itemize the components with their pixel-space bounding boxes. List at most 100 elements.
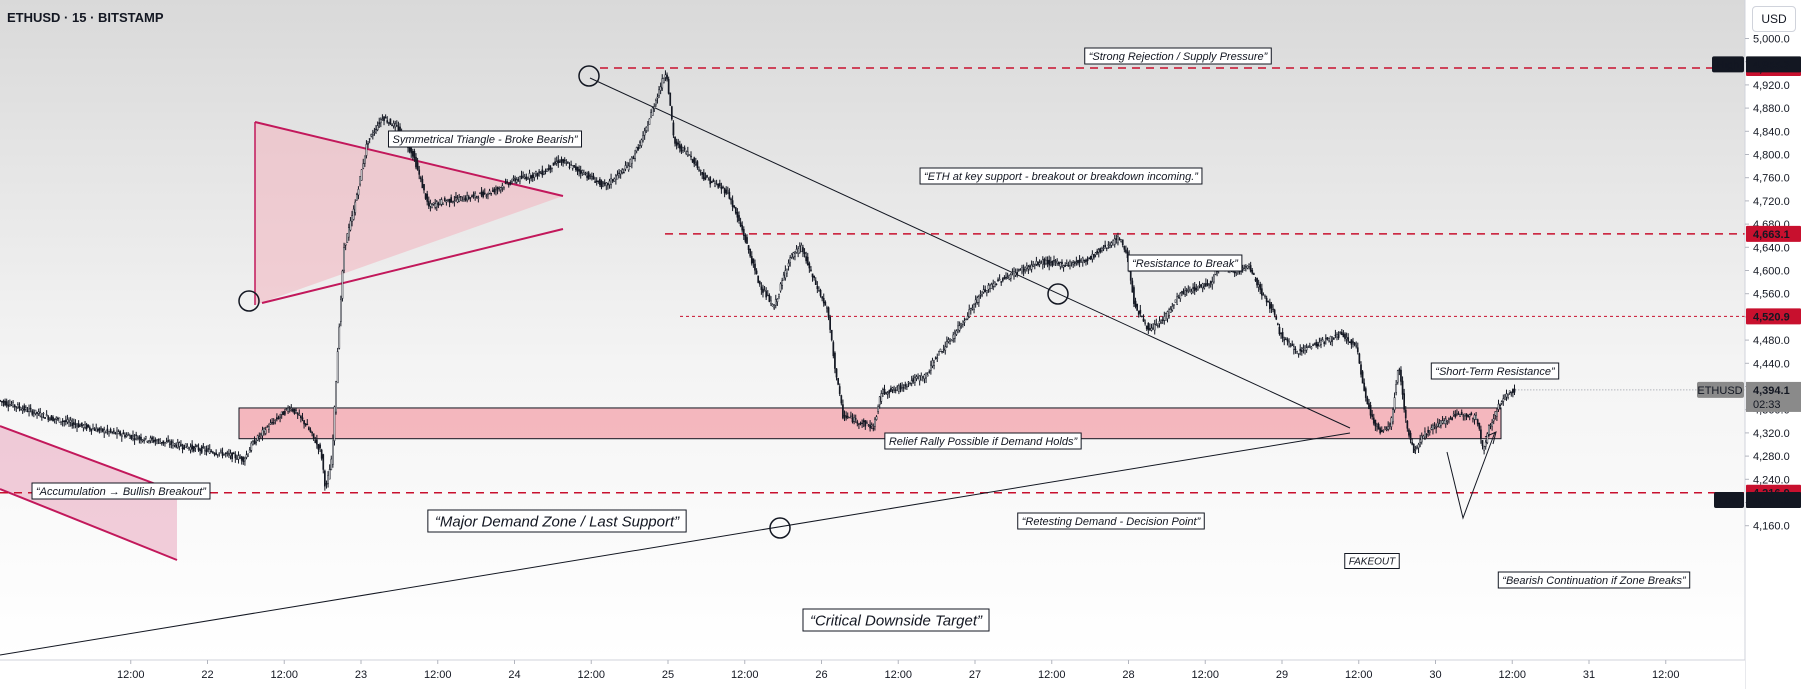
candle-body [1134, 300, 1137, 307]
candle-body [584, 172, 587, 175]
candle-body [1155, 323, 1158, 325]
candle-body [653, 106, 656, 110]
candle-body [837, 378, 839, 385]
candle-body [527, 178, 529, 180]
candle-body [1486, 433, 1489, 444]
candle-body [144, 436, 147, 439]
candle-body [4, 400, 6, 406]
candle-body [717, 183, 720, 188]
candle-body [200, 446, 203, 453]
candle-body [874, 419, 876, 427]
candle-body [1411, 442, 1414, 445]
candle-body [704, 177, 707, 180]
pivot-circle [238, 290, 260, 312]
candle-body [853, 417, 855, 422]
candle-body [215, 452, 217, 455]
candle-body [589, 175, 592, 177]
candle-body [557, 159, 560, 163]
candle-body [21, 408, 24, 411]
candle-body [803, 252, 806, 255]
candle-body [893, 389, 895, 392]
candle-body [595, 180, 598, 182]
candle-body [1372, 417, 1375, 424]
candle-body [968, 309, 971, 318]
candle-body [1097, 249, 1100, 253]
currency-button[interactable]: USD [1752, 6, 1796, 32]
y-tick-label: 4,720.0 [1753, 196, 1790, 208]
candle-body [1243, 268, 1246, 271]
candle-body [592, 175, 595, 180]
candle-body [976, 297, 979, 303]
candle-body [560, 159, 563, 162]
candle-body [591, 176, 593, 179]
candle-body [112, 430, 115, 432]
candle-body [287, 407, 289, 412]
candle-body [811, 273, 814, 278]
candle-body [191, 444, 194, 450]
candle-body [1102, 247, 1105, 250]
candle-body [29, 407, 32, 410]
candle-body [678, 144, 681, 149]
candle-body [184, 443, 187, 448]
candle-body [261, 429, 264, 436]
candle-body [1153, 324, 1156, 331]
candle-body [186, 446, 189, 449]
candle-body [114, 432, 117, 435]
candle-body [822, 297, 825, 304]
descending-trendline [589, 77, 1351, 429]
candle-body [1483, 446, 1485, 451]
candle-body [1446, 420, 1449, 422]
candle-body [461, 200, 464, 202]
candle-body [1416, 447, 1418, 449]
candle-body [317, 444, 320, 450]
high-label: High [1717, 59, 1740, 71]
candle-body [1067, 265, 1070, 267]
candle-body [901, 384, 903, 388]
candle-body [28, 408, 30, 412]
candle-body [1187, 289, 1190, 291]
annotation-short-term-resistance: “Short-Term Resistance” [1430, 362, 1560, 380]
candle-body [934, 357, 937, 359]
candle-body [1142, 318, 1145, 322]
candle-body [216, 454, 219, 456]
candle-body [1345, 337, 1348, 340]
candle-body [312, 433, 315, 439]
candle-body [1057, 261, 1060, 265]
candle-body [670, 106, 673, 120]
candle-body [511, 181, 513, 184]
candle-body [568, 166, 571, 168]
candle-body [135, 434, 138, 436]
candle-body [1408, 429, 1410, 436]
candle-body [133, 438, 136, 440]
candle-body [26, 410, 29, 412]
candle-body [1417, 444, 1420, 449]
x-tick-label: 27 [969, 669, 981, 681]
candle-body [813, 275, 815, 279]
candle-body [501, 185, 504, 188]
candle-body [53, 418, 56, 420]
candle-body [1141, 315, 1143, 317]
annotation-box [1017, 512, 1205, 530]
candle-body [787, 262, 790, 267]
candle-body [993, 281, 996, 287]
candle-body [1131, 280, 1134, 293]
candle-body [896, 386, 899, 388]
candle-body [797, 248, 800, 254]
candle-body [597, 180, 600, 183]
candle-body [84, 424, 86, 428]
annotation-resistance-to-break: “Resistance to Break” [1127, 254, 1243, 272]
candle-body [586, 175, 588, 178]
annotation-eth-key-support: “ETH at key support - breakout or breakd… [919, 167, 1203, 185]
candle-body [197, 447, 200, 451]
candle-body [714, 183, 716, 187]
candle-body [1184, 290, 1186, 295]
candle-body [395, 125, 398, 127]
candle-body [194, 446, 197, 449]
candle-body [1308, 345, 1311, 347]
candle-body [338, 326, 341, 349]
symbol-tag: ETHUSD [1697, 385, 1742, 397]
candle-body [1297, 353, 1300, 355]
candle-body [423, 184, 425, 191]
candle-body [172, 442, 174, 446]
